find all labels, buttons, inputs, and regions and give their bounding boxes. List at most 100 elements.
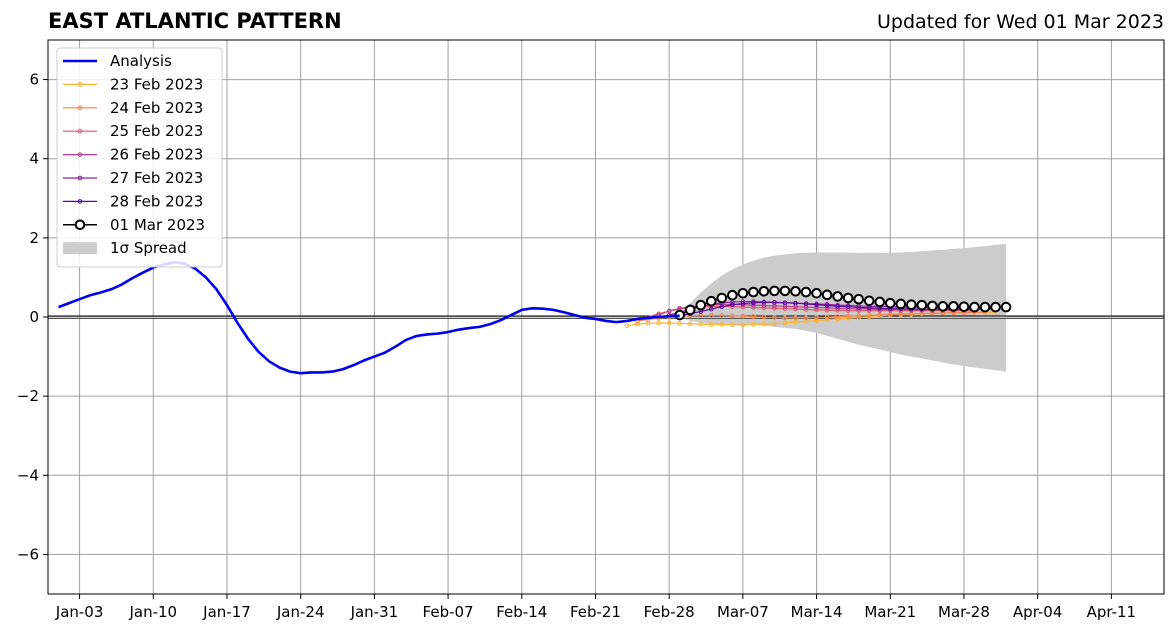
forecast-point [719,304,725,310]
legend-label: 26 Feb 2023 [110,146,203,164]
forecast-point [793,315,798,321]
forecast-point [863,295,875,307]
forecast-point [705,295,717,307]
forecast-point [811,287,822,299]
forecast-point [906,299,917,311]
forecast-point [730,322,735,328]
forecast-point [761,314,767,320]
forecast-point [793,319,798,325]
forecast-point [751,322,756,327]
x-tick-label: Jan-24 [276,603,325,621]
forecast-point [927,300,938,312]
x-tick-label: Jan-31 [350,603,399,621]
spread-band [679,243,1007,372]
forecast-point [800,286,812,298]
forecast-point [866,313,872,318]
forecast-point [708,322,714,327]
forecast-point [730,302,735,308]
legend-label: 23 Feb 2023 [110,75,203,93]
y-tick-label: −4 [17,466,39,484]
forecast-point [821,289,833,301]
axes-layer: Jan-03 Jan-10 Jan-17 Jan-24 Jan-31 Feb-07 Feb-… [17,39,1165,621]
legend-label: 24 Feb 2023 [110,99,203,117]
forecast-point [845,304,851,310]
chart-updated-date: Updated for Wed 01 Mar 2023 [877,11,1164,33]
x-tick-label: Mar-07 [717,603,769,621]
forecast-point [727,289,738,301]
x-tick-label: Jan-17 [202,603,251,621]
forecast-point [719,322,725,327]
legend-label: 25 Feb 2023 [110,122,203,140]
legend-label: Analysis [110,52,172,70]
forecast-point [684,304,696,316]
forecast-point [687,321,693,327]
forecast-point [698,321,704,327]
forecast-point [772,300,777,305]
x-tick-label: Apr-04 [1013,603,1063,621]
forecast-point [803,315,809,321]
forecast-point [835,304,840,309]
forecast-point [737,287,749,299]
x-tick-label: Apr-11 [1087,603,1137,621]
forecast-point [877,312,883,318]
forecast-point [874,296,886,308]
forecast-point [779,285,791,297]
forecast-point [748,286,759,298]
forecast-point [814,302,819,308]
y-tick-label: 0 [29,308,39,326]
x-tick-label: Feb-21 [570,603,621,621]
forecast-point [824,314,830,320]
x-tick-label: Feb-07 [423,603,474,621]
y-tick-label: 6 [29,71,39,89]
forecast-point [895,298,907,310]
forecast-point [769,285,780,297]
x-tick-label: Feb-14 [496,603,547,621]
forecast-point [884,297,896,309]
legend-swatch-marker [74,219,86,231]
forecast-point [761,300,767,305]
legend-box [56,47,223,268]
forecast-point [824,317,830,323]
y-tick-label: −2 [17,387,39,405]
x-tick-label: Mar-21 [864,603,916,621]
forecast-point [740,313,746,319]
forecast-point [782,300,788,306]
forecast-point [716,292,728,304]
legend-label: 28 Feb 2023 [110,192,203,210]
forecast-point [937,301,949,312]
forecast-point [835,314,840,319]
forecast-point [948,301,959,312]
forecast-point [782,320,788,326]
forecast-point [832,291,843,302]
forecast-point [866,305,872,311]
analysis-layer [58,261,680,375]
x-tick-label: Mar-14 [791,603,843,621]
legend-swatch-marker [77,175,83,181]
forecast-point [916,299,928,311]
page-title: EAST ATLANTIC PATTERN [48,9,342,33]
forecast-point [758,285,770,297]
forecast-point [761,321,767,327]
forecast-point [979,301,991,313]
x-tick-label: Feb-28 [644,603,695,621]
legend: Analysis 23 Feb 2023 24 Feb 2023 25 Feb 202… [56,47,223,268]
legend-swatch-patch [63,242,97,255]
x-tick-label: Mar-28 [938,603,990,621]
legend-swatch-marker [77,128,83,134]
y-tick-label: 4 [29,150,39,168]
forecast-point [845,313,851,319]
forecast-point [751,314,756,319]
forecast-point [772,315,777,320]
legend-swatch-marker [77,152,83,157]
forecast-point [958,301,970,313]
forecast-point [772,321,777,327]
forecast-point [856,313,861,319]
x-tick-label: Jan-10 [128,603,177,621]
forecast-point [751,300,756,306]
forecast-point [624,323,630,329]
analysis-line [58,261,680,375]
y-tick-label: 2 [29,229,39,247]
forecast-point [740,301,746,306]
forecast-point [1000,301,1012,313]
